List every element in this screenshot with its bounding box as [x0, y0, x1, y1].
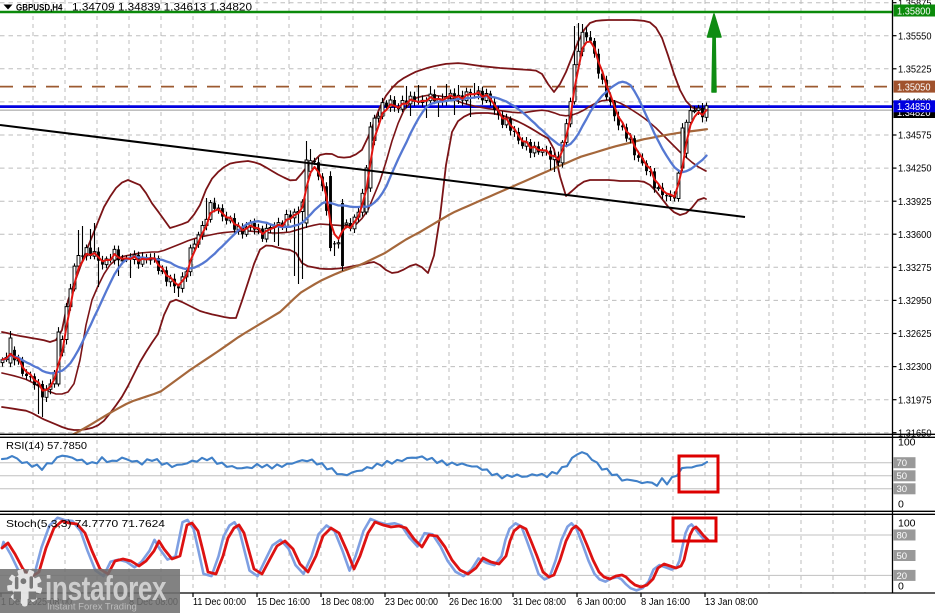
- svg-text:0: 0: [898, 499, 904, 511]
- svg-text:1.34850: 1.34850: [897, 101, 931, 113]
- svg-text:50: 50: [897, 471, 908, 482]
- svg-text:6 Jan 00:00: 6 Jan 00:00: [577, 597, 626, 608]
- svg-text:20: 20: [897, 571, 908, 582]
- svg-text:1.34575: 1.34575: [898, 130, 932, 142]
- svg-text:80: 80: [897, 530, 908, 541]
- svg-text:1.33600: 1.33600: [898, 229, 932, 241]
- svg-text:100: 100: [898, 518, 916, 530]
- svg-text:70: 70: [897, 458, 908, 469]
- svg-text:RSI(14) 57.7850: RSI(14) 57.7850: [6, 440, 87, 452]
- svg-text:30: 30: [897, 484, 908, 495]
- svg-text:1.34250: 1.34250: [898, 163, 932, 175]
- svg-text:1.35225: 1.35225: [898, 63, 932, 75]
- svg-text:50: 50: [897, 551, 908, 562]
- svg-text:Stoch(5,3,3) 74.7770 71.7624: Stoch(5,3,3) 74.7770 71.7624: [6, 518, 165, 530]
- svg-text:instaforex: instaforex: [45, 571, 167, 608]
- svg-text:100: 100: [898, 437, 916, 449]
- svg-text:1.33275: 1.33275: [898, 262, 932, 274]
- svg-text:1.33925: 1.33925: [898, 196, 932, 208]
- svg-text:1.31650: 1.31650: [898, 427, 932, 439]
- svg-text:23 Dec 00:00: 23 Dec 00:00: [385, 597, 438, 608]
- svg-text:15 Dec 16:00: 15 Dec 16:00: [257, 597, 310, 608]
- svg-text:11 Dec 00:00: 11 Dec 00:00: [193, 597, 246, 608]
- svg-text:26 Dec 16:00: 26 Dec 16:00: [449, 597, 502, 608]
- svg-text:Instant Forex Trading: Instant Forex Trading: [47, 602, 137, 613]
- svg-text:1.32950: 1.32950: [898, 295, 932, 307]
- svg-text:1.34709 1.34839 1.34613 1.3482: 1.34709 1.34839 1.34613 1.34820: [72, 2, 252, 14]
- svg-text:1.35800: 1.35800: [897, 5, 931, 17]
- svg-text:31 Dec 08:00: 31 Dec 08:00: [513, 597, 566, 608]
- svg-text:0: 0: [898, 581, 904, 593]
- svg-text:1.32625: 1.32625: [898, 328, 932, 340]
- svg-text:1.35550: 1.35550: [898, 30, 932, 42]
- svg-text:GBPUSD,H4: GBPUSD,H4: [16, 3, 63, 14]
- svg-text:13 Jan 08:00: 13 Jan 08:00: [705, 597, 758, 608]
- svg-text:1.35050: 1.35050: [897, 81, 931, 93]
- svg-text:1.31975: 1.31975: [898, 394, 932, 406]
- svg-text:1.32300: 1.32300: [898, 361, 932, 373]
- svg-text:18 Dec 08:00: 18 Dec 08:00: [321, 597, 374, 608]
- svg-text:8 Jan 16:00: 8 Jan 16:00: [641, 597, 690, 608]
